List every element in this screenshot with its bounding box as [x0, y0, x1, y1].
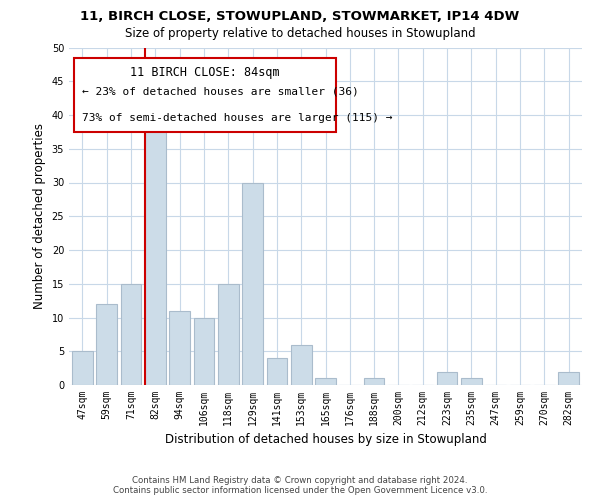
Text: ← 23% of detached houses are smaller (36): ← 23% of detached houses are smaller (36…: [82, 86, 359, 97]
Bar: [315, 378, 336, 385]
Bar: [194, 318, 214, 385]
Bar: [145, 102, 166, 385]
Bar: [461, 378, 482, 385]
FancyBboxPatch shape: [74, 58, 336, 132]
Text: Contains HM Land Registry data © Crown copyright and database right 2024.
Contai: Contains HM Land Registry data © Crown c…: [113, 476, 487, 495]
Bar: [72, 351, 93, 385]
Bar: [364, 378, 385, 385]
Bar: [266, 358, 287, 385]
Bar: [169, 310, 190, 385]
Text: 11 BIRCH CLOSE: 84sqm: 11 BIRCH CLOSE: 84sqm: [130, 66, 280, 79]
Text: 11, BIRCH CLOSE, STOWUPLAND, STOWMARKET, IP14 4DW: 11, BIRCH CLOSE, STOWUPLAND, STOWMARKET,…: [80, 10, 520, 23]
Bar: [242, 182, 263, 385]
Text: 73% of semi-detached houses are larger (115) →: 73% of semi-detached houses are larger (…: [82, 114, 392, 124]
Bar: [437, 372, 457, 385]
Text: Size of property relative to detached houses in Stowupland: Size of property relative to detached ho…: [125, 28, 475, 40]
Bar: [558, 372, 579, 385]
Y-axis label: Number of detached properties: Number of detached properties: [33, 123, 46, 309]
Bar: [218, 284, 239, 385]
Bar: [121, 284, 142, 385]
X-axis label: Distribution of detached houses by size in Stowupland: Distribution of detached houses by size …: [164, 434, 487, 446]
Bar: [97, 304, 117, 385]
Bar: [291, 344, 311, 385]
